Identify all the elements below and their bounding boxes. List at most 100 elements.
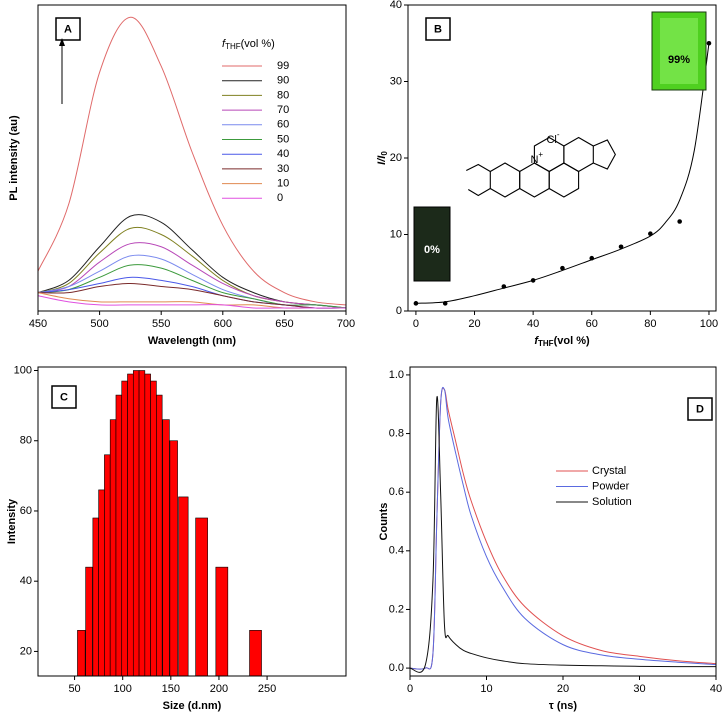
panel-tag: B [434,23,442,35]
nitrogen-label: N+ [530,150,543,166]
ring [548,162,580,198]
legend-title-part: f [222,38,226,50]
bar [92,517,99,676]
y-tick-label: 40 [390,0,402,11]
bar [156,394,163,676]
inset-label: 0% [424,244,440,256]
bar [121,380,128,676]
x-tick-label: 500 [90,318,108,330]
legend-label: 50 [277,133,289,145]
legend-label: Powder [592,480,630,492]
y-tick-label: 10 [390,228,402,240]
panel-tag: D [696,403,704,415]
bar [104,454,111,676]
bar [109,419,117,676]
plot-area [38,16,346,309]
point [618,244,624,250]
x-axis-label: Size (d.nm) [163,700,222,712]
point [706,40,712,46]
series-line [38,214,346,309]
legend-label: 99 [277,60,289,72]
x-tick-label: 100 [114,683,132,695]
x-axis-label-part: (vol %) [554,335,590,347]
y-tick-label: 0 [396,305,402,317]
methoxy [466,163,491,197]
point [589,255,595,261]
x-tick-label: 30 [633,683,645,695]
panel-tag-box [425,17,451,41]
series-line [38,295,346,309]
panel-tag-box [51,385,77,409]
x-tick-label: 200 [210,683,228,695]
axes-frame [407,4,717,312]
arrow-head [59,38,65,46]
y-tick-label: 30 [390,75,402,87]
x-tick-label: 150 [162,683,180,695]
plot-area [77,370,262,676]
legend-label: 30 [277,163,289,175]
y-tick-label: 0.4 [389,545,404,557]
series-line [38,264,346,309]
legend-label: 90 [277,75,289,87]
ring [519,162,550,198]
point [677,219,682,224]
y-axis-label-part: 0 [380,151,389,156]
y-axis-label: Intensity [6,498,18,544]
x-tick-label: 40 [527,318,539,330]
x-tick-label: 20 [468,318,480,330]
bar [85,566,93,676]
nitrogen-label-part: N [530,154,538,166]
series-line [38,254,346,309]
x-axis-label-part: f [534,335,539,347]
bar [132,370,140,676]
series-line [38,282,346,309]
x-tick-label: 0 [413,318,419,330]
point [560,265,565,271]
series-line [38,292,346,309]
axes-frame [409,366,717,677]
x-tick-label: 80 [644,318,656,330]
bar [77,630,86,676]
panel-tag-box [55,17,81,41]
x-axis-label: τ (ns) [549,700,577,712]
point [648,231,653,237]
point [501,284,507,289]
point [530,278,536,283]
legend-label: 70 [277,104,289,116]
series-line [410,386,716,670]
x-tick-label: 40 [710,683,722,695]
bar [178,496,189,676]
x-tick-label: 20 [557,683,569,695]
axes-frame [37,366,347,677]
y-tick-label: 0.0 [389,662,404,674]
bar [138,370,146,676]
x-tick-label: 650 [275,318,293,330]
x-tick-label: 60 [586,318,598,330]
series-line [38,226,346,309]
bar [127,373,134,676]
x-tick-label: 250 [258,683,276,695]
molecule [466,136,616,198]
ring [563,136,594,173]
series-line [410,387,716,670]
bar [115,394,123,676]
x-tick-label: 50 [68,683,80,695]
bar [98,489,105,676]
bar [144,373,151,676]
x-axis-label: Wavelength (nm) [148,335,237,347]
bar [169,440,178,676]
y-tick-label: 0.6 [389,486,404,498]
x-tick-label: 700 [337,318,355,330]
y-tick-label: 0.8 [389,427,404,439]
y-tick-label: 1.0 [389,369,404,381]
legend-label: Crystal [592,465,626,477]
y-tick-label: 20 [20,645,32,657]
y-tick-label: 20 [390,152,402,164]
legend-label: Solution [592,496,632,508]
panel-tag-box [687,397,713,421]
chloride-label-part: - [557,130,560,139]
plot-area [410,386,716,673]
chloride-label: Cl- [546,130,559,146]
x-tick-label: 550 [152,318,170,330]
legend-title: fTHF(vol %) [222,38,275,51]
